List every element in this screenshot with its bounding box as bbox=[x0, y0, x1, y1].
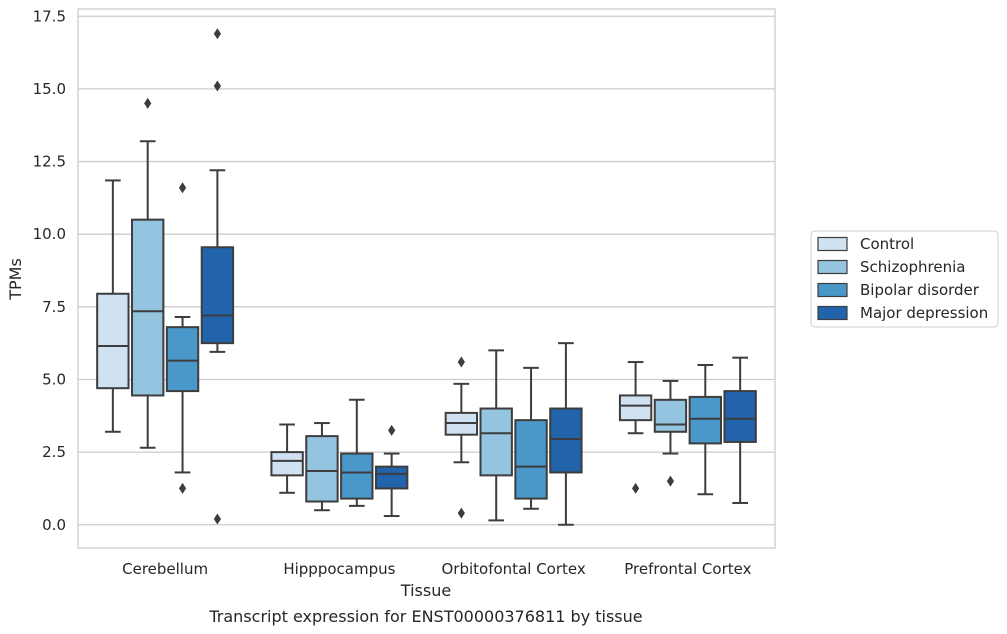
box-element bbox=[131, 97, 165, 449]
y-tick-label: 10.0 bbox=[33, 225, 66, 243]
plot-frame bbox=[77, 8, 776, 549]
outlier-point bbox=[178, 182, 187, 194]
box-iqr bbox=[549, 407, 583, 474]
legend-label: Major depression bbox=[860, 304, 988, 322]
y-tick-label: 17.5 bbox=[33, 7, 66, 25]
legend-label: Schizophrenia bbox=[860, 258, 965, 276]
box-element bbox=[549, 342, 583, 526]
outlier-point bbox=[666, 475, 675, 487]
box-iqr bbox=[340, 452, 374, 500]
legend-swatch bbox=[817, 282, 848, 298]
outlier-point bbox=[178, 482, 187, 494]
legend: Control Schizophrenia Bipolar disorder Majo… bbox=[810, 230, 999, 328]
legend-swatch bbox=[817, 259, 848, 275]
y-tick-label: 12.5 bbox=[33, 153, 66, 171]
box-element bbox=[165, 182, 200, 494]
box-iqr bbox=[723, 390, 757, 443]
legend-frame bbox=[810, 230, 999, 328]
box-element bbox=[96, 179, 130, 433]
y-tick-label: 0.0 bbox=[42, 516, 66, 534]
outlier-point bbox=[457, 507, 465, 519]
x-axis-label: Tissue bbox=[400, 581, 451, 600]
box-iqr bbox=[200, 246, 235, 345]
x-tick-label: Cerebellum bbox=[122, 560, 208, 578]
x-axis-ticks: Cerebellum Hipppocampus Orbitofontal Corte… bbox=[122, 560, 751, 578]
box-element bbox=[688, 363, 722, 496]
x-tick-label: Orbitofontal Cortex bbox=[442, 560, 586, 578]
y-tick-label: 15.0 bbox=[33, 80, 66, 98]
box-plot-series bbox=[96, 28, 757, 526]
series-schizophrenia bbox=[131, 97, 688, 522]
legend-label: Bipolar disorder bbox=[860, 281, 980, 299]
box-element bbox=[444, 356, 479, 519]
outlier-point bbox=[213, 513, 221, 525]
box-element bbox=[305, 422, 339, 512]
series-bipolar-disorder bbox=[165, 182, 722, 510]
series-major-depression bbox=[200, 28, 757, 526]
outlier-point bbox=[632, 482, 640, 494]
outlier-point bbox=[144, 97, 152, 109]
box-element bbox=[479, 349, 513, 522]
y-tick-label: 2.5 bbox=[42, 443, 66, 461]
box-element bbox=[270, 423, 304, 494]
box-iqr bbox=[653, 398, 688, 433]
y-tick-label: 7.5 bbox=[42, 298, 66, 316]
box-element bbox=[723, 356, 757, 504]
y-axis-label: TPMs bbox=[6, 258, 25, 301]
legend-swatch bbox=[817, 305, 848, 321]
box-iqr bbox=[618, 394, 653, 422]
outlier-point bbox=[457, 356, 465, 368]
box-iqr bbox=[131, 218, 165, 397]
box-iqr bbox=[479, 407, 513, 477]
legend-swatch bbox=[817, 236, 848, 252]
box-iqr bbox=[374, 465, 409, 490]
box-element bbox=[618, 361, 653, 494]
chart-caption: Transcript expression for ENST0000037681… bbox=[208, 607, 642, 626]
box-iqr bbox=[305, 435, 339, 503]
box-element bbox=[200, 28, 235, 525]
box-element bbox=[653, 379, 688, 487]
outlier-point bbox=[213, 28, 221, 40]
legend-label: Control bbox=[860, 235, 914, 253]
box-element bbox=[514, 366, 548, 510]
box-iqr bbox=[270, 451, 304, 477]
outlier-point bbox=[388, 424, 396, 436]
box-iqr bbox=[688, 395, 722, 445]
x-tick-label: Prefrontal Cortex bbox=[624, 560, 751, 578]
y-tick-label: 5.0 bbox=[42, 370, 66, 388]
box-iqr bbox=[165, 326, 200, 393]
box-iqr bbox=[514, 419, 548, 500]
series-control bbox=[96, 179, 653, 519]
y-axis-ticks: 0.0 2.5 5.0 7.5 10.0 12.5 15.0 17.5 bbox=[33, 7, 66, 533]
box-iqr bbox=[96, 292, 130, 390]
x-tick-label: Hipppocampus bbox=[283, 560, 395, 578]
box-element bbox=[340, 398, 374, 507]
outlier-point bbox=[213, 80, 221, 92]
box-element bbox=[374, 424, 409, 518]
